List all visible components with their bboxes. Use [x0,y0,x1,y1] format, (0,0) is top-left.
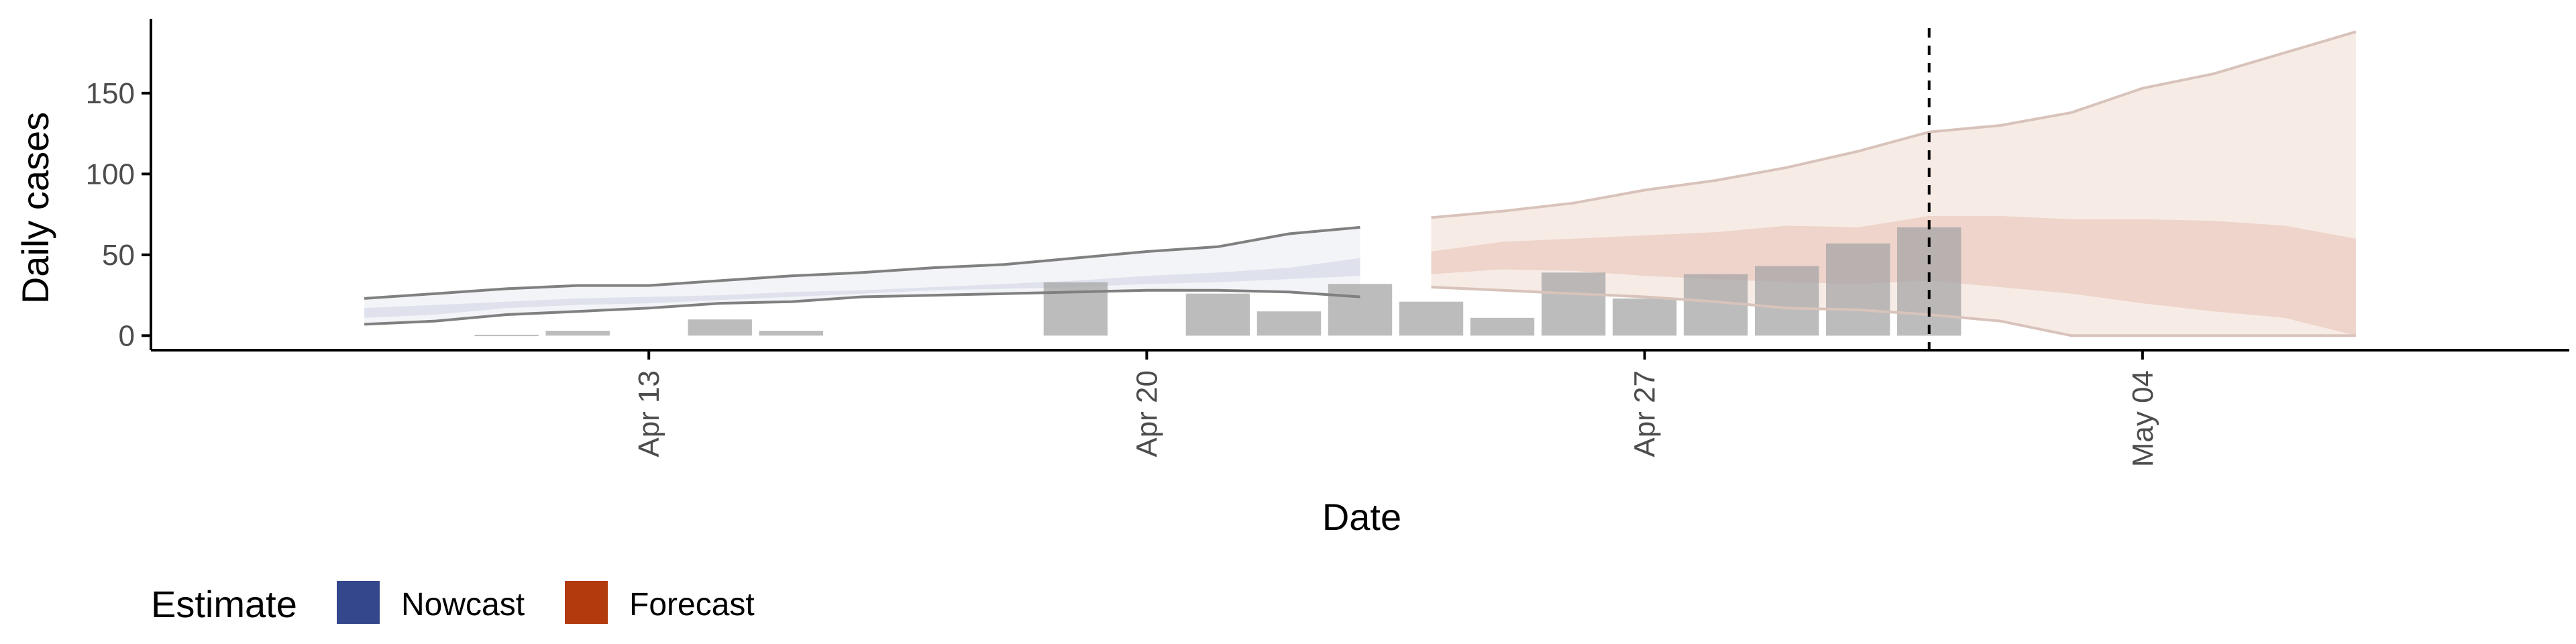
y-axis-title: Daily cases [14,112,56,304]
legend-label-forecast: Forecast [629,587,755,623]
bar [1328,284,1393,336]
bar [1470,317,1535,336]
forecast-lower-line [1431,286,2356,337]
bar [688,319,752,336]
x-axis-ticks: Apr 13 Apr 20 Apr 27 May 04 [633,350,2159,467]
bar [1185,293,1250,336]
nowcast-90-band [364,227,1360,325]
y-tick-label: 50 [102,239,135,272]
bar [474,335,539,337]
x-tick-label: Apr 27 [1629,370,1662,458]
forecast-upper-line [1431,30,2357,219]
nowcast-lower-line [364,288,1360,326]
bar [1399,301,1464,336]
bars-layer [474,227,1962,337]
legend-swatch-forecast [565,581,608,624]
bar [1256,311,1322,336]
forecast-90-band [1431,32,2356,336]
legend-title: Estimate [151,583,297,625]
forecast-50-band [1431,216,2356,336]
x-tick-label: Apr 13 [633,370,665,458]
y-tick-label: 150 [86,77,135,110]
bar [759,331,823,336]
legend-label-nowcast: Nowcast [401,587,525,623]
x-tick-label: May 04 [2127,370,2159,467]
bar [545,331,610,336]
y-axis-ticks: 0 50 100 150 [86,77,151,352]
y-tick-label: 100 [86,158,135,191]
bound-lines-layer [364,30,2357,337]
bar [1755,266,1819,336]
bar [1612,298,1677,336]
legend-swatch-nowcast [337,581,380,624]
nowcast-50-band [364,258,1360,318]
x-tick-label: Apr 20 [1130,370,1163,458]
y-tick-label: 0 [119,319,135,352]
nowcast-upper-line [364,225,1360,300]
bar [1541,272,1606,336]
x-axis-title: Date [1322,496,1401,538]
ribbon-layer [364,32,2356,336]
bar [1826,244,1890,336]
legend: Estimate Nowcast Forecast [151,581,755,625]
